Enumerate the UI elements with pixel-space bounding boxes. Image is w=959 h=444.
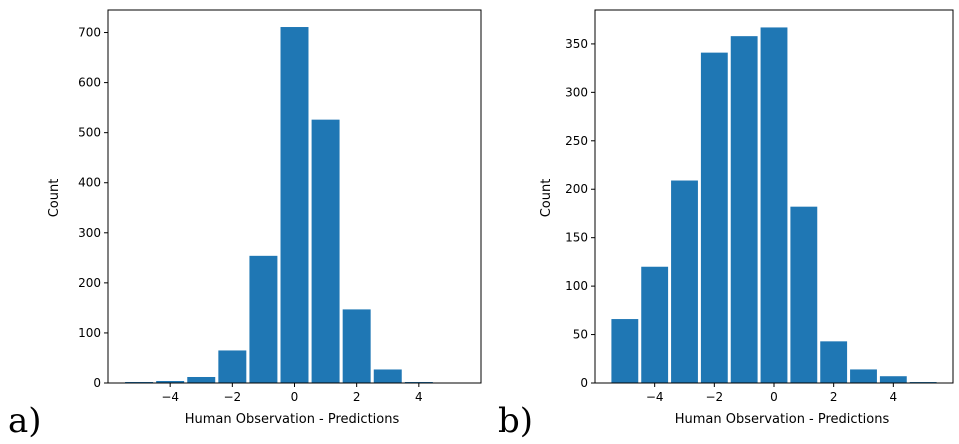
histogram-panel-b: b) Human Observation - Predictions Count… (498, 9, 954, 441)
y-tick-label-a-3: 300 (78, 226, 101, 240)
y-tick-label-a-5: 500 (78, 126, 101, 140)
y-tick-label-b-4: 200 (565, 182, 588, 196)
bar-a-6 (311, 119, 340, 384)
bar-a-5 (280, 27, 309, 383)
x-tick-label-a-3: 2 (353, 390, 361, 404)
x-axis-label-b: Human Observation - Predictions (675, 412, 890, 427)
y-tick-label-a-7: 700 (78, 26, 101, 40)
bar-a-3 (218, 350, 247, 383)
x-axis-label-a: Human Observation - Predictions (185, 412, 400, 427)
y-ticks-a: 0 100 200 300 400 500 600 700 (78, 26, 108, 390)
plot-frame-a (107, 9, 482, 384)
y-tick-label-b-7: 350 (565, 37, 588, 51)
y-tick-label-a-6: 600 (78, 76, 101, 90)
y-tick-label-a-1: 100 (78, 326, 101, 340)
bar-a-8 (373, 369, 402, 383)
y-tick-label-b-5: 250 (565, 134, 588, 148)
y-tick-label-b-1: 50 (573, 328, 588, 342)
y-tick-label-b-6: 300 (565, 85, 588, 99)
x-tick-label-b-0: −4 (646, 390, 664, 404)
x-tick-label-b-1: −2 (705, 390, 723, 404)
bar-b-7 (820, 341, 848, 383)
plot-frame-b (594, 9, 954, 384)
x-tick-label-b-2: 0 (770, 390, 778, 404)
bar-a-4 (249, 255, 278, 383)
x-tick-label-b-4: 4 (890, 390, 898, 404)
y-tick-label-a-0: 0 (93, 376, 101, 390)
bar-b-6 (790, 206, 818, 383)
bar-b-3 (700, 52, 728, 383)
panel-label-b: b) (498, 401, 533, 441)
y-axis-label-a: Count (47, 179, 62, 218)
bar-b-8 (850, 369, 877, 383)
panel-label-a: a) (8, 401, 42, 441)
histogram-panel-a: a) Human Observation - Predictions Count… (8, 9, 482, 441)
x-tick-label-a-1: −2 (223, 390, 241, 404)
bar-b-4 (730, 36, 758, 383)
bar-b-2 (671, 180, 698, 383)
bar-b-5 (760, 27, 788, 383)
x-ticks-a: −4 −2 0 2 4 (161, 383, 423, 404)
bar-b-1 (641, 266, 669, 383)
bar-a-7 (342, 309, 371, 383)
y-tick-label-b-3: 150 (565, 231, 588, 245)
bar-a-1 (156, 380, 185, 383)
y-tick-label-a-2: 200 (78, 276, 101, 290)
x-tick-label-a-4: 4 (415, 390, 423, 404)
bars-b (611, 27, 937, 383)
y-ticks-b: 0 50 100 150 200 250 300 350 (565, 37, 595, 390)
bars-a (125, 27, 433, 384)
bar-a-0 (125, 381, 154, 383)
y-tick-label-b-0: 0 (580, 376, 588, 390)
x-tick-label-a-0: −4 (161, 390, 179, 404)
bar-a-9 (404, 381, 433, 383)
y-axis-label-b: Count (539, 179, 554, 218)
bar-b-0 (611, 319, 639, 383)
y-tick-label-b-2: 100 (565, 279, 588, 293)
x-tick-label-a-2: 0 (291, 390, 299, 404)
bar-b-9 (879, 376, 907, 383)
x-ticks-b: −4 −2 0 2 4 (646, 383, 897, 404)
bar-a-2 (187, 376, 216, 383)
x-tick-label-b-3: 2 (830, 390, 838, 404)
y-tick-label-a-4: 400 (78, 176, 101, 190)
